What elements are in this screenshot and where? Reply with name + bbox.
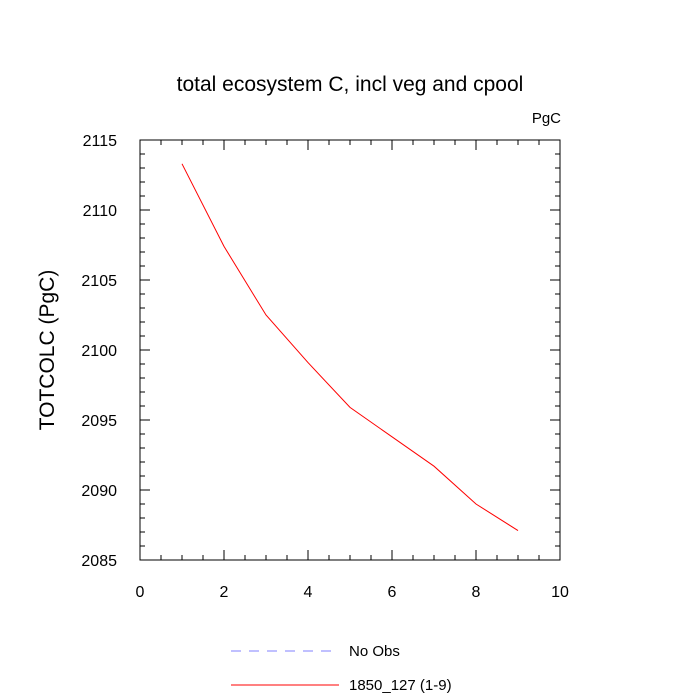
y-tick-label: 2115 <box>83 133 118 150</box>
y-tick-label: 2100 <box>81 343 117 360</box>
x-tick-label: 4 <box>304 584 313 601</box>
plot-frame <box>139 139 561 561</box>
x-tick-label: 2 <box>220 584 229 601</box>
y-tick-label: 2110 <box>83 203 118 220</box>
axis-ticks <box>139 139 561 561</box>
legend-label: 1850_127 (1-9) <box>349 677 452 694</box>
legend-label: No Obs <box>349 643 400 660</box>
y-tick-label: 2095 <box>81 413 117 430</box>
x-tick-label: 0 <box>136 584 145 601</box>
x-tick-label: 6 <box>388 584 397 601</box>
chart-title: total ecosystem C, incl veg and cpool <box>177 73 524 96</box>
legend: No Obs 1850_127 (1-9) <box>231 643 452 694</box>
x-tick-label: 8 <box>472 584 481 601</box>
y-axis-label: TOTCOLC (PgC) <box>36 270 59 431</box>
y-tick-label: 2105 <box>81 273 117 290</box>
x-tick-label: 10 <box>551 584 569 601</box>
y-tick-label: 2085 <box>81 553 117 570</box>
units-label: PgC <box>532 110 561 127</box>
series-line <box>181 163 519 532</box>
axis-tick-labels: 0 2 4 6 8 10 2085 2090 2095 2100 2105 2110 2115 <box>81 133 569 601</box>
series-layer <box>181 163 519 532</box>
y-tick-label: 2090 <box>81 483 117 500</box>
